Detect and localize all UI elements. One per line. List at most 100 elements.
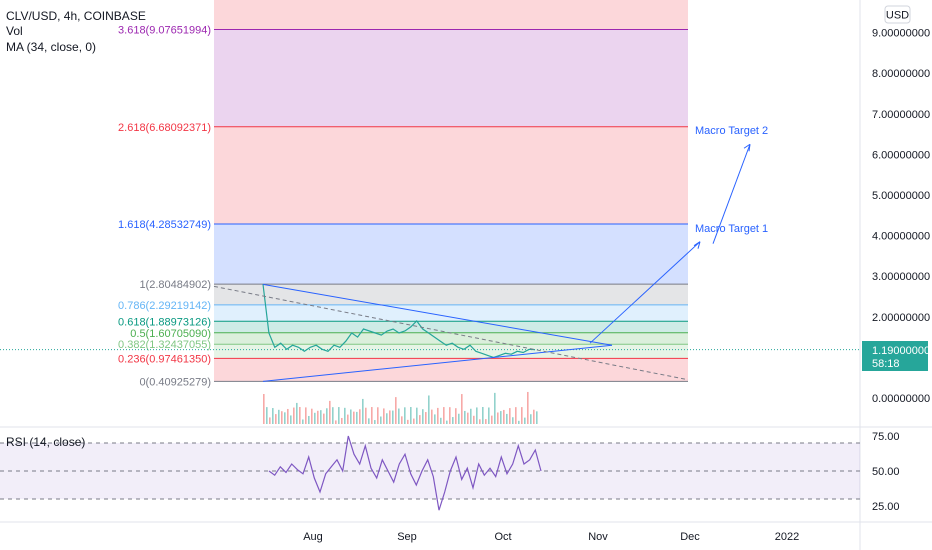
volume-bar xyxy=(341,417,343,424)
price-tick-label: 2.00000000 xyxy=(872,312,930,324)
volume-bar xyxy=(347,414,349,424)
price-tick-label: 9.00000000 xyxy=(872,28,930,40)
rsi-tick-label: 25.00 xyxy=(872,501,900,513)
volume-bar xyxy=(302,419,304,424)
volume-bar xyxy=(440,417,442,424)
volume-bar xyxy=(515,407,517,424)
volume-bar xyxy=(521,407,523,424)
volume-bar xyxy=(359,409,361,424)
vol-indicator-label[interactable]: Vol xyxy=(6,24,23,38)
fib-level-label: 0.382(1.32437055) xyxy=(118,339,211,351)
volume-bar xyxy=(290,415,292,424)
macro-target-2-label: Macro Target 2 xyxy=(695,125,768,137)
ascending-trendline xyxy=(262,344,613,382)
volume-bar xyxy=(323,413,325,424)
rsi-line xyxy=(268,435,542,511)
fib-level-label: 0.236(0.97461350) xyxy=(118,353,211,365)
volume-bar xyxy=(353,411,355,424)
rsi-axis[interactable]: 75.00 50.00 25.00 xyxy=(872,431,900,513)
volume-bar xyxy=(404,407,406,424)
volume-bar xyxy=(428,395,430,424)
fib-level-label: 0(0.40925279) xyxy=(139,376,211,388)
volume-bar xyxy=(446,420,448,424)
fib-level-label: 3.618(9.07651994) xyxy=(118,24,211,36)
volume-bar xyxy=(413,418,415,424)
volume-bar xyxy=(449,407,451,424)
arrowhead xyxy=(743,143,751,152)
price-tick-label: 6.00000000 xyxy=(872,149,930,161)
currency-button[interactable] xyxy=(884,5,911,24)
volume-bar xyxy=(461,394,463,424)
volume-bar xyxy=(335,420,337,424)
fib-zone xyxy=(214,224,688,285)
fib-level-label: 0.618(1.88973126) xyxy=(118,316,211,328)
volume-bar xyxy=(281,411,283,424)
volume-bar xyxy=(263,394,265,424)
arrowhead xyxy=(693,241,701,249)
volume-bar xyxy=(383,408,385,424)
ma-indicator-label[interactable]: MA (34, close, 0) xyxy=(6,40,96,54)
price-axis[interactable]: 9.00000000 8.00000000 7.00000000 6.00000000… xyxy=(872,28,930,405)
volume-bar xyxy=(308,415,310,424)
volume-bar xyxy=(293,407,295,424)
volume-bar xyxy=(437,407,439,424)
current-price-badge xyxy=(862,341,928,371)
target1-arrow xyxy=(589,241,701,344)
descending-trendline xyxy=(262,283,613,346)
volume-bar xyxy=(422,409,424,424)
volume-bar xyxy=(488,407,490,424)
candle-countdown: 58:18 xyxy=(872,358,900,370)
fib-zone xyxy=(214,304,688,322)
fib-zone-top xyxy=(214,0,688,30)
volume-bar xyxy=(326,408,328,424)
volume-bar xyxy=(527,391,529,424)
volume-bar xyxy=(458,413,460,424)
volume-bar xyxy=(371,407,373,424)
volume-bar xyxy=(392,410,394,424)
volume-bar xyxy=(407,419,409,424)
volume-bar xyxy=(278,409,280,424)
volume-bar xyxy=(344,407,346,424)
volume-bar xyxy=(266,407,268,424)
rsi-pane xyxy=(0,435,860,511)
volume-bar xyxy=(518,420,520,424)
time-axis[interactable]: Aug Sep Oct Nov Dec 2022 xyxy=(303,531,799,543)
volume-bar xyxy=(377,407,379,424)
volume-bar xyxy=(482,407,484,424)
volume-bar xyxy=(500,411,502,424)
volume-bar xyxy=(311,408,313,424)
volume-bar xyxy=(401,416,403,424)
fib-zones xyxy=(214,0,688,382)
time-tick-label: Nov xyxy=(588,531,608,543)
volume-bar xyxy=(491,415,493,424)
volume-bar xyxy=(317,410,319,424)
fib-level-label: 0.786(2.29219142) xyxy=(118,300,211,312)
trend-lines xyxy=(213,143,751,382)
volume-bar xyxy=(470,408,472,424)
rsi-band xyxy=(0,443,860,499)
dashed-trendline xyxy=(213,285,689,381)
fib-zone xyxy=(214,358,688,382)
volume-bar xyxy=(299,407,301,424)
price-line xyxy=(262,284,536,359)
volume-bar xyxy=(410,407,412,424)
price-tick-label: 7.00000000 xyxy=(872,109,930,121)
current-price-value: 1.19000000 xyxy=(872,345,930,357)
symbol-title[interactable]: CLV/USD, 4h, COINBASE xyxy=(6,9,146,23)
fib-zone xyxy=(214,321,688,333)
time-tick-label: Sep xyxy=(397,531,417,543)
time-tick-label: Oct xyxy=(494,531,511,543)
volume-bar xyxy=(476,407,478,424)
volume-bar xyxy=(503,409,505,424)
rsi-indicator-label[interactable]: RSI (14, close) xyxy=(6,435,85,449)
volume-bar xyxy=(314,412,316,424)
volume-bar xyxy=(494,392,496,424)
volume-bar xyxy=(329,400,331,424)
volume-bar xyxy=(506,413,508,424)
volume-bar xyxy=(284,412,286,424)
volume-bar xyxy=(374,420,376,424)
rsi-tick-label: 50.00 xyxy=(872,466,900,478)
volume-bar xyxy=(509,408,511,424)
volume-bar xyxy=(350,409,352,424)
fib-level-label: 1.618(4.28532749) xyxy=(118,219,211,231)
